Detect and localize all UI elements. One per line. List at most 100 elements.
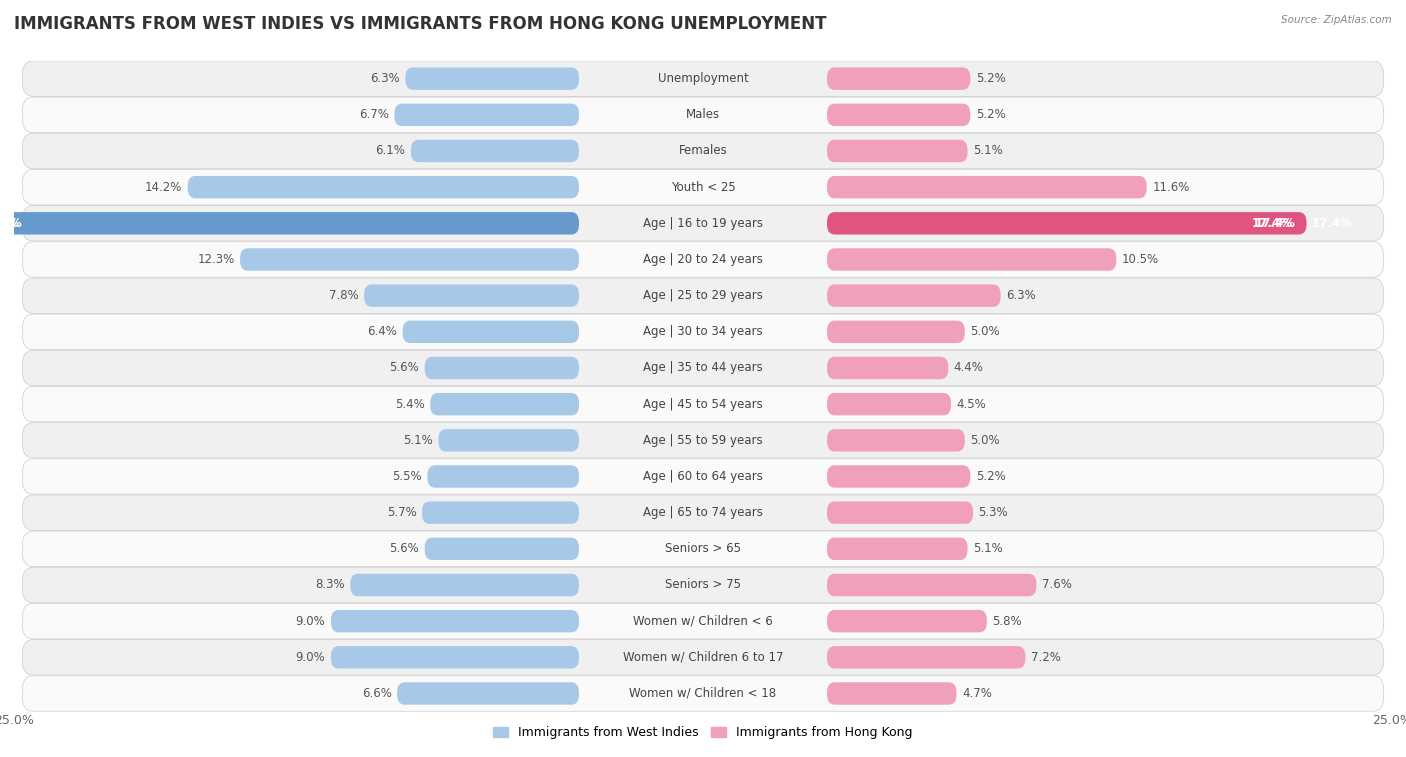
FancyBboxPatch shape bbox=[394, 104, 579, 126]
Text: 6.4%: 6.4% bbox=[367, 326, 396, 338]
Text: Women w/ Children < 18: Women w/ Children < 18 bbox=[630, 687, 776, 700]
Text: 5.6%: 5.6% bbox=[389, 362, 419, 375]
Text: 17.4%: 17.4% bbox=[1254, 217, 1295, 230]
FancyBboxPatch shape bbox=[827, 501, 973, 524]
FancyBboxPatch shape bbox=[827, 574, 1036, 597]
Text: 17.4%: 17.4% bbox=[1312, 217, 1353, 230]
FancyBboxPatch shape bbox=[427, 466, 579, 488]
Text: 5.7%: 5.7% bbox=[387, 506, 416, 519]
Text: 6.6%: 6.6% bbox=[361, 687, 392, 700]
Text: Youth < 25: Youth < 25 bbox=[671, 181, 735, 194]
Text: Age | 55 to 59 years: Age | 55 to 59 years bbox=[643, 434, 763, 447]
Text: Age | 35 to 44 years: Age | 35 to 44 years bbox=[643, 362, 763, 375]
Text: Age | 20 to 24 years: Age | 20 to 24 years bbox=[643, 253, 763, 266]
Text: 22.2%: 22.2% bbox=[0, 217, 20, 230]
Text: 5.2%: 5.2% bbox=[976, 470, 1005, 483]
FancyBboxPatch shape bbox=[827, 104, 970, 126]
FancyBboxPatch shape bbox=[22, 350, 1384, 386]
FancyBboxPatch shape bbox=[396, 682, 579, 705]
Text: 6.7%: 6.7% bbox=[359, 108, 389, 121]
FancyBboxPatch shape bbox=[827, 67, 970, 90]
Text: 7.2%: 7.2% bbox=[1031, 651, 1060, 664]
FancyBboxPatch shape bbox=[22, 459, 1384, 494]
Text: 4.4%: 4.4% bbox=[953, 362, 984, 375]
Text: Age | 65 to 74 years: Age | 65 to 74 years bbox=[643, 506, 763, 519]
FancyBboxPatch shape bbox=[827, 176, 1147, 198]
Text: Males: Males bbox=[686, 108, 720, 121]
FancyBboxPatch shape bbox=[22, 170, 1384, 205]
Text: 7.8%: 7.8% bbox=[329, 289, 359, 302]
FancyBboxPatch shape bbox=[22, 603, 1384, 639]
Text: 5.0%: 5.0% bbox=[970, 434, 1000, 447]
FancyBboxPatch shape bbox=[425, 537, 579, 560]
Text: 9.0%: 9.0% bbox=[295, 651, 325, 664]
Text: Age | 60 to 64 years: Age | 60 to 64 years bbox=[643, 470, 763, 483]
Text: Source: ZipAtlas.com: Source: ZipAtlas.com bbox=[1281, 15, 1392, 25]
FancyBboxPatch shape bbox=[827, 248, 1116, 271]
Text: 17.4%: 17.4% bbox=[1251, 217, 1292, 230]
Text: IMMIGRANTS FROM WEST INDIES VS IMMIGRANTS FROM HONG KONG UNEMPLOYMENT: IMMIGRANTS FROM WEST INDIES VS IMMIGRANT… bbox=[14, 15, 827, 33]
Text: Age | 45 to 54 years: Age | 45 to 54 years bbox=[643, 397, 763, 410]
Text: 6.3%: 6.3% bbox=[370, 72, 399, 85]
Text: Women w/ Children < 6: Women w/ Children < 6 bbox=[633, 615, 773, 628]
Text: 5.4%: 5.4% bbox=[395, 397, 425, 410]
Text: 5.1%: 5.1% bbox=[973, 542, 1002, 556]
Text: 5.5%: 5.5% bbox=[392, 470, 422, 483]
FancyBboxPatch shape bbox=[827, 610, 987, 632]
FancyBboxPatch shape bbox=[827, 429, 965, 451]
FancyBboxPatch shape bbox=[364, 285, 579, 307]
Text: 10.5%: 10.5% bbox=[1122, 253, 1159, 266]
FancyBboxPatch shape bbox=[425, 357, 579, 379]
FancyBboxPatch shape bbox=[827, 321, 965, 343]
Text: 22.2%: 22.2% bbox=[0, 217, 21, 230]
FancyBboxPatch shape bbox=[422, 501, 579, 524]
Text: 6.3%: 6.3% bbox=[1007, 289, 1036, 302]
FancyBboxPatch shape bbox=[827, 285, 1001, 307]
FancyBboxPatch shape bbox=[827, 537, 967, 560]
FancyBboxPatch shape bbox=[22, 97, 1384, 132]
FancyBboxPatch shape bbox=[22, 495, 1384, 531]
FancyBboxPatch shape bbox=[22, 640, 1384, 675]
Text: Seniors > 75: Seniors > 75 bbox=[665, 578, 741, 591]
FancyBboxPatch shape bbox=[439, 429, 579, 451]
Text: Women w/ Children 6 to 17: Women w/ Children 6 to 17 bbox=[623, 651, 783, 664]
FancyBboxPatch shape bbox=[827, 140, 967, 162]
Text: 6.1%: 6.1% bbox=[375, 145, 405, 157]
Text: 5.2%: 5.2% bbox=[976, 72, 1005, 85]
FancyBboxPatch shape bbox=[330, 610, 579, 632]
Text: 5.1%: 5.1% bbox=[404, 434, 433, 447]
FancyBboxPatch shape bbox=[411, 140, 579, 162]
FancyBboxPatch shape bbox=[22, 241, 1384, 277]
Text: 5.8%: 5.8% bbox=[993, 615, 1022, 628]
Legend: Immigrants from West Indies, Immigrants from Hong Kong: Immigrants from West Indies, Immigrants … bbox=[488, 721, 918, 744]
FancyBboxPatch shape bbox=[0, 212, 579, 235]
Text: 8.3%: 8.3% bbox=[315, 578, 344, 591]
Text: Unemployment: Unemployment bbox=[658, 72, 748, 85]
FancyBboxPatch shape bbox=[350, 574, 579, 597]
Text: 4.5%: 4.5% bbox=[956, 397, 986, 410]
FancyBboxPatch shape bbox=[430, 393, 579, 416]
Text: Seniors > 65: Seniors > 65 bbox=[665, 542, 741, 556]
FancyBboxPatch shape bbox=[827, 393, 950, 416]
Text: 5.2%: 5.2% bbox=[976, 108, 1005, 121]
Text: Females: Females bbox=[679, 145, 727, 157]
FancyBboxPatch shape bbox=[22, 314, 1384, 350]
FancyBboxPatch shape bbox=[22, 133, 1384, 169]
FancyBboxPatch shape bbox=[827, 646, 1025, 668]
Text: 12.3%: 12.3% bbox=[197, 253, 235, 266]
Text: 5.6%: 5.6% bbox=[389, 542, 419, 556]
Text: Age | 16 to 19 years: Age | 16 to 19 years bbox=[643, 217, 763, 230]
FancyBboxPatch shape bbox=[22, 567, 1384, 603]
Text: 11.6%: 11.6% bbox=[1152, 181, 1189, 194]
FancyBboxPatch shape bbox=[22, 61, 1384, 96]
FancyBboxPatch shape bbox=[405, 67, 579, 90]
Text: 7.6%: 7.6% bbox=[1042, 578, 1071, 591]
FancyBboxPatch shape bbox=[827, 357, 948, 379]
Text: 9.0%: 9.0% bbox=[295, 615, 325, 628]
FancyBboxPatch shape bbox=[402, 321, 579, 343]
FancyBboxPatch shape bbox=[827, 682, 956, 705]
FancyBboxPatch shape bbox=[22, 206, 1384, 241]
FancyBboxPatch shape bbox=[187, 176, 579, 198]
Text: 14.2%: 14.2% bbox=[145, 181, 183, 194]
FancyBboxPatch shape bbox=[22, 676, 1384, 712]
